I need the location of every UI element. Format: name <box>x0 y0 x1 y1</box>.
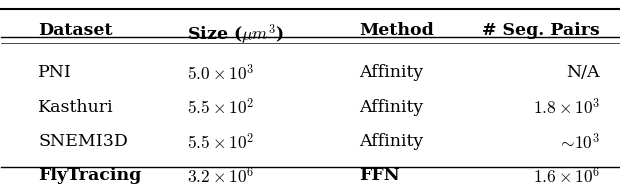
Text: $5.5 \times 10^2$: $5.5 \times 10^2$ <box>187 99 254 119</box>
Text: $\sim\!10^3$: $\sim\!10^3$ <box>557 133 600 153</box>
Text: $5.0 \times 10^3$: $5.0 \times 10^3$ <box>187 64 254 85</box>
Text: $1.6 \times 10^6$: $1.6 \times 10^6$ <box>533 167 600 187</box>
Text: Affinity: Affinity <box>360 99 423 116</box>
Text: PNI: PNI <box>38 64 73 81</box>
Text: Kasthuri: Kasthuri <box>38 99 114 116</box>
Text: N/A: N/A <box>567 64 600 81</box>
Text: FlyTracing: FlyTracing <box>38 167 142 184</box>
Text: # Seg. Pairs: # Seg. Pairs <box>482 22 600 39</box>
Text: FFN: FFN <box>360 167 400 184</box>
Text: $1.8 \times 10^3$: $1.8 \times 10^3$ <box>533 99 600 119</box>
Text: Dataset: Dataset <box>38 22 113 39</box>
Text: $3.2 \times 10^6$: $3.2 \times 10^6$ <box>187 167 254 187</box>
Text: Affinity: Affinity <box>360 133 423 150</box>
Text: Method: Method <box>360 22 434 39</box>
Text: Affinity: Affinity <box>360 64 423 81</box>
Text: Size ($\mu m^3$): Size ($\mu m^3$) <box>187 22 283 47</box>
Text: SNEMI3D: SNEMI3D <box>38 133 128 150</box>
Text: $5.5 \times 10^2$: $5.5 \times 10^2$ <box>187 133 254 153</box>
